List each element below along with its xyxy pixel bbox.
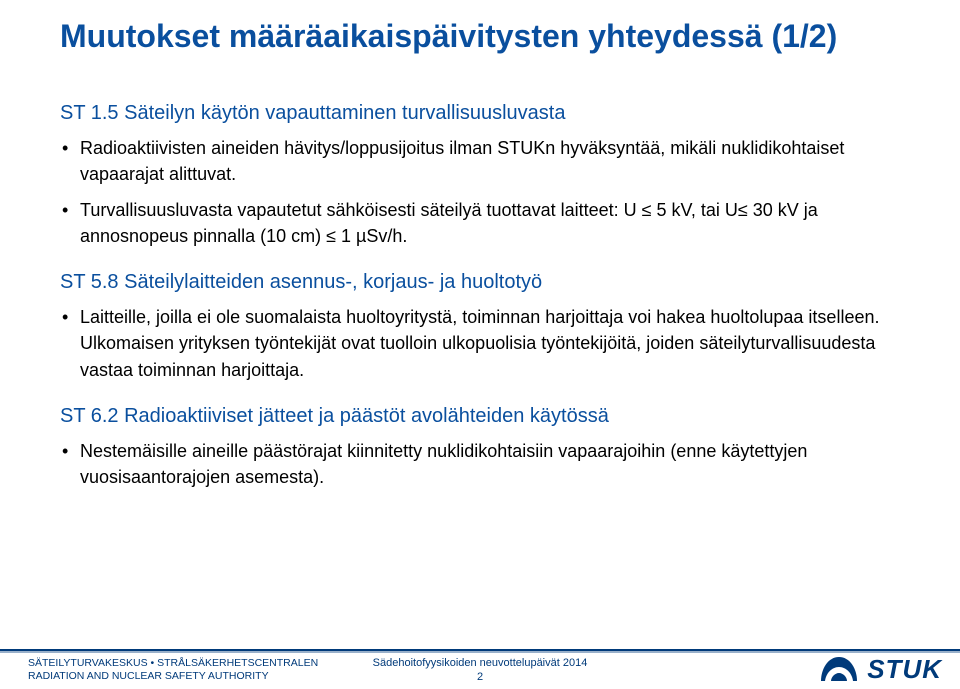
section-head-3: ST 6.2 Radioaktiiviset jätteet ja päästö… [60, 405, 900, 428]
section-head-2: ST 5.8 Säteilylaitteiden asennus-, korja… [60, 271, 900, 294]
stuk-logo: STUK [819, 653, 942, 685]
slide-body: ST 1.5 Säteilyn käytön vapauttaminen tur… [60, 80, 900, 500]
footer-center: Sädehoitofyysikoiden neuvottelupäivät 20… [0, 657, 960, 683]
bullet-list-3: Nestemäisille aineille päästörajat kiinn… [60, 438, 900, 490]
bullet-list-2: Laitteille, joilla ei ole suomalaista hu… [60, 304, 900, 382]
section-head-1: ST 1.5 Säteilyn käytön vapauttaminen tur… [60, 102, 900, 125]
footer-page-number: 2 [0, 671, 960, 683]
bullet-list-1: Radioaktiivisten aineiden hävitys/loppus… [60, 135, 900, 249]
stuk-logo-text: STUK [867, 654, 942, 685]
footer-divider-shadow [0, 651, 960, 653]
list-item: Laitteille, joilla ei ole suomalaista hu… [60, 304, 900, 382]
list-item: Radioaktiivisten aineiden hävitys/loppus… [60, 135, 900, 187]
slide: Muutokset määräaikaispäivitysten yhteyde… [0, 0, 960, 689]
list-item: Nestemäisille aineille päästörajat kiinn… [60, 438, 900, 490]
footer: SÄTEILYTURVAKESKUS • STRÅLSÄKERHETSCENTR… [0, 641, 960, 689]
slide-title: Muutokset määräaikaispäivitysten yhteyde… [60, 18, 920, 55]
list-item: Turvallisuusluvasta vapautetut sähköises… [60, 197, 900, 249]
stuk-logo-icon [819, 653, 859, 685]
footer-event: Sädehoitofyysikoiden neuvottelupäivät 20… [0, 657, 960, 669]
